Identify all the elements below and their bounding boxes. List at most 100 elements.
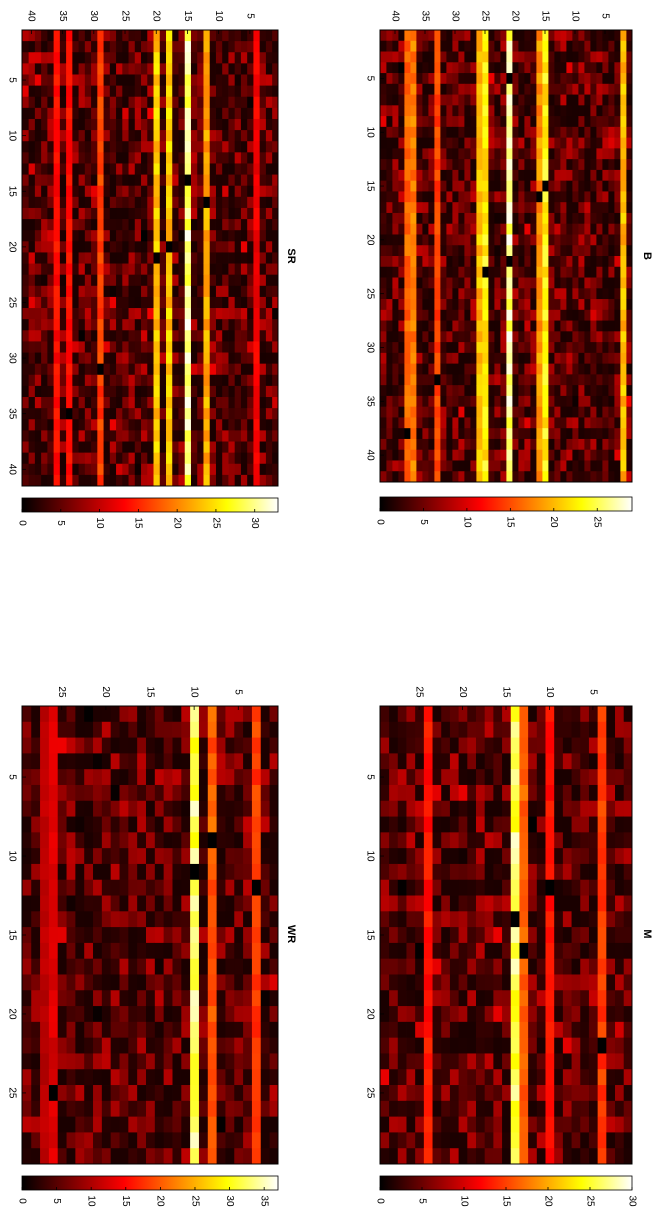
heatmap-cell <box>153 463 160 476</box>
heatmap-cell <box>380 51 387 63</box>
heatmap-cell <box>572 471 579 483</box>
heatmap-cell <box>588 832 598 849</box>
heatmap-cell <box>519 1148 529 1165</box>
heatmap-cell <box>524 94 531 106</box>
heatmap-cell <box>506 320 513 332</box>
heatmap-cell <box>253 397 260 409</box>
heatmap-cell <box>140 419 148 431</box>
heatmap-cell <box>500 471 507 483</box>
heatmap-cell <box>500 105 507 117</box>
heatmap-cell <box>428 245 435 257</box>
heatmap-cell <box>28 196 35 209</box>
heatmap-cell <box>221 385 229 398</box>
heatmap-cell <box>536 374 543 386</box>
heatmap-cell <box>578 417 585 429</box>
heatmap-cell <box>519 990 529 1007</box>
row-tick-label: 10 <box>6 130 17 142</box>
heatmap-cell <box>571 1021 581 1039</box>
heatmap-cell <box>422 137 429 149</box>
heatmap-cell <box>440 460 447 472</box>
heatmap-cell <box>140 219 148 231</box>
heatmap-cell <box>626 438 633 451</box>
heatmap-cell <box>578 169 585 182</box>
heatmap-cell <box>501 895 511 912</box>
heatmap-cell <box>140 285 148 298</box>
heatmap-cell <box>265 30 273 42</box>
heatmap-cell <box>548 137 555 149</box>
heatmap-cell <box>470 212 477 225</box>
heatmap-cell <box>494 374 501 386</box>
heatmap-cell <box>414 990 424 1007</box>
heatmap-cell <box>506 417 513 429</box>
heatmap-cell <box>512 460 519 472</box>
heatmap-cell <box>65 474 73 487</box>
heatmap-cell <box>57 942 67 960</box>
heatmap-cell <box>614 1069 624 1086</box>
colorbar-tick-label: 30 <box>626 1195 637 1207</box>
heatmap-cell <box>198 721 208 738</box>
heatmap-cell <box>216 848 226 865</box>
heatmap-cell <box>440 800 450 817</box>
heatmap-cell <box>159 85 167 98</box>
heatmap-cell <box>65 274 73 287</box>
heatmap-cell <box>404 428 411 440</box>
heatmap-cell <box>560 438 567 451</box>
heatmap-cell <box>184 430 191 442</box>
heatmap-cell <box>180 848 191 865</box>
heatmap-cell <box>590 363 597 375</box>
heatmap-cell <box>65 352 73 365</box>
heatmap-cell <box>466 832 476 849</box>
heatmap-cell <box>530 126 537 139</box>
heatmap-cell <box>198 895 208 912</box>
heatmap-cell <box>404 363 411 375</box>
heatmap-cell <box>422 277 429 289</box>
heatmap-cell <box>596 417 603 429</box>
colorbar-tick-label: 5 <box>55 520 66 526</box>
heatmap-cell <box>566 288 573 300</box>
heatmap-cell <box>178 185 185 198</box>
heatmap-cell <box>380 737 390 754</box>
heatmap-cell <box>221 118 229 131</box>
heatmap-cell <box>530 116 537 128</box>
heatmap-cell <box>416 256 423 268</box>
heatmap-cell <box>464 94 471 106</box>
heatmap-cell <box>506 191 513 203</box>
heatmap-cell <box>470 288 477 300</box>
heatmap-cell <box>121 207 129 220</box>
heatmap-cell <box>530 73 537 85</box>
heatmap-cell <box>83 958 94 975</box>
heatmap-cell <box>34 285 42 298</box>
heatmap-cell <box>22 207 29 220</box>
heatmap-cell <box>53 41 60 53</box>
heatmap-cell <box>458 417 465 429</box>
heatmap-cell <box>136 832 146 849</box>
heatmap-cell <box>386 62 393 74</box>
heatmap-cell <box>246 274 254 287</box>
heatmap-cell <box>488 385 495 397</box>
heatmap-cell <box>171 85 179 98</box>
heatmap-cell <box>246 408 254 420</box>
heatmap-cell <box>500 30 507 42</box>
heatmap-cell <box>196 397 204 409</box>
heatmap-cell <box>536 927 546 944</box>
heatmap-cell <box>109 397 117 409</box>
heatmap-cell <box>128 341 135 353</box>
heatmap-cell <box>414 721 424 738</box>
heatmap-cell <box>153 63 160 75</box>
heatmap-cell <box>423 974 433 991</box>
heatmap-cell <box>553 1021 563 1039</box>
heatmap-cell <box>388 927 398 944</box>
heatmap-cell <box>440 191 447 203</box>
heatmap-cell <box>109 207 117 220</box>
heatmap-cell <box>553 974 563 991</box>
heatmap-cell <box>524 105 531 117</box>
heatmap-cell <box>53 319 60 331</box>
heatmap-cell <box>271 285 279 298</box>
heatmap-cell <box>494 180 501 192</box>
heatmap-cell <box>265 319 273 331</box>
heatmap-cell <box>165 63 173 75</box>
heatmap-cell <box>110 990 120 1007</box>
heatmap-cell <box>578 438 585 451</box>
heatmap-cell <box>579 879 589 896</box>
heatmap-cell <box>482 245 489 257</box>
